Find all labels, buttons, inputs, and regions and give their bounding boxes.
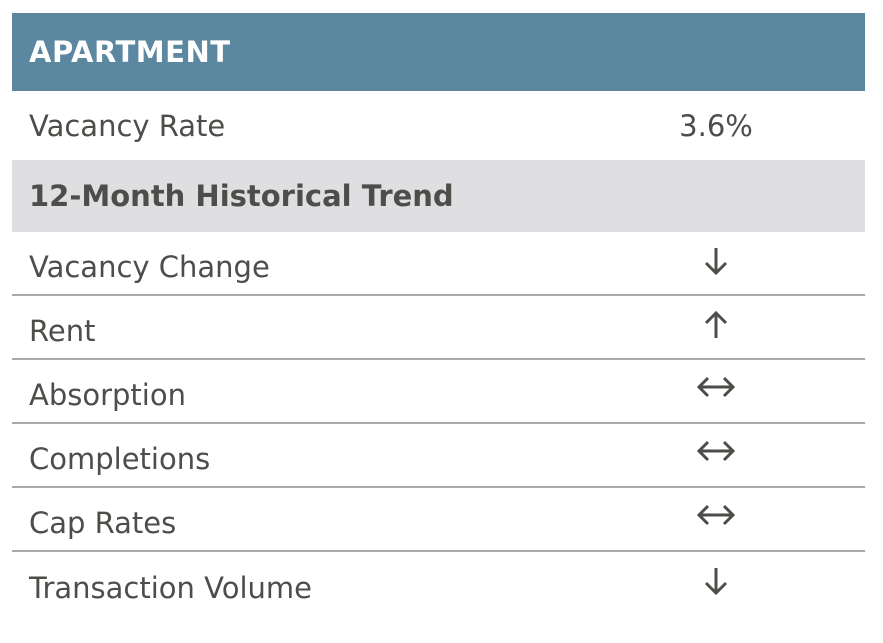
trend-row: Cap Rates [12,488,865,552]
trend-label: Completions [29,442,211,476]
down-arrow-icon [704,248,728,276]
vacancy-rate-row: Vacancy Rate 3.6% [12,91,865,160]
trend-row: Completions [12,424,865,488]
section-title: 12-Month Historical Trend [29,179,454,213]
vacancy-rate-label: Vacancy Rate [29,108,226,143]
header-title: APARTMENT [29,35,231,69]
trend-label: Vacancy Change [29,250,270,284]
trend-label: Cap Rates [29,506,177,540]
section-header: 12-Month Historical Trend [12,160,865,232]
trend-row: Absorption [12,360,865,424]
apartment-trend-table: APARTMENT Vacancy Rate 3.6% 12-Month His… [12,13,865,616]
vacancy-rate-value: 3.6% [679,108,753,143]
table-header: APARTMENT [12,13,865,91]
trend-label: Absorption [29,378,186,412]
down-arrow-icon [704,568,728,596]
left-right-arrow-icon [696,504,736,526]
trend-row: Vacancy Change [12,232,865,296]
trend-label: Transaction Volume [29,571,312,605]
left-right-arrow-icon [696,440,736,462]
up-arrow-icon [704,310,728,338]
trend-label: Rent [29,314,96,348]
trend-row: Transaction Volume [12,552,865,616]
left-right-arrow-icon [696,376,736,398]
trend-list: Vacancy Change Rent Absorption [12,232,865,616]
trend-row: Rent [12,296,865,360]
